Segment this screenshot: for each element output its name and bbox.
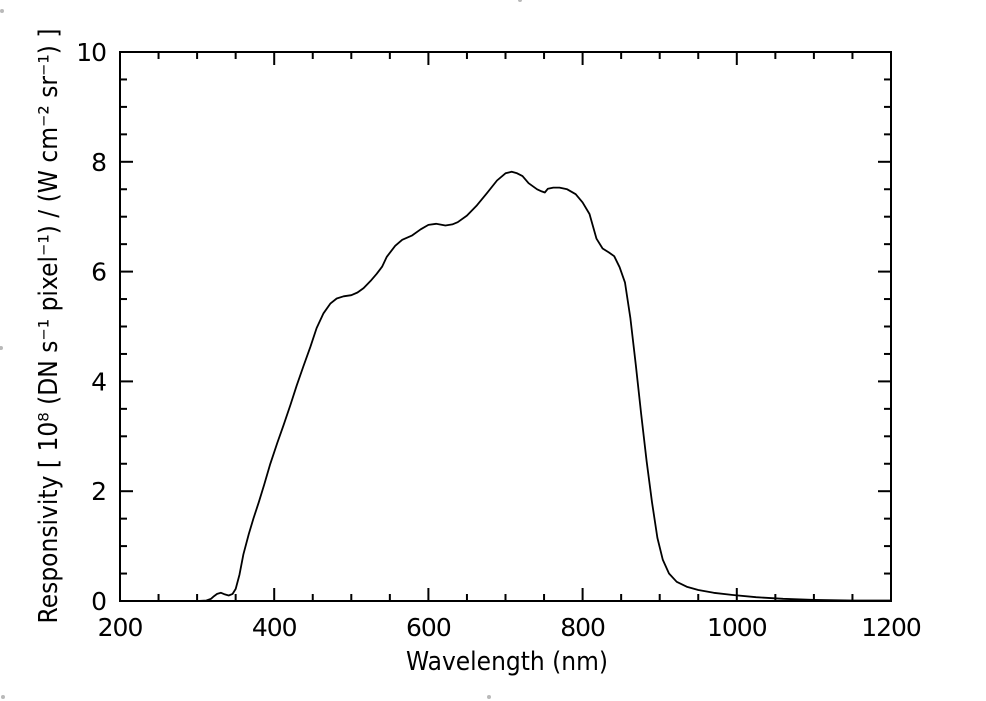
x-tick-label: 1200 xyxy=(861,613,921,642)
x-tick-label: 600 xyxy=(406,613,451,642)
y-tick-label: 8 xyxy=(91,148,106,177)
y-tick-label: 2 xyxy=(91,477,106,506)
x-tick-labels: 200 400 600 800 1000 1200 xyxy=(98,613,922,642)
plot-frame xyxy=(119,51,892,602)
y-tick-label: 10 xyxy=(76,38,106,67)
y-tick-label: 6 xyxy=(91,258,106,287)
x-tick-label: 1000 xyxy=(707,613,767,642)
y-tick-labels: 0 2 4 6 8 10 xyxy=(76,38,107,616)
screen-artifact-dot xyxy=(0,346,3,350)
screen-artifact-dot xyxy=(0,9,4,13)
x-tick-label: 400 xyxy=(252,613,297,642)
x-tick-label: 200 xyxy=(98,613,143,642)
screen-artifact-dot xyxy=(518,0,522,2)
screen-artifact-dots xyxy=(0,0,522,699)
y-axis-title: Responsivity [ 10⁸ (DN s⁻¹ pixel⁻¹) / (W… xyxy=(34,29,64,624)
responsivity-curve xyxy=(196,170,892,602)
screen-artifact-dot xyxy=(487,695,491,699)
y-tick-label: 4 xyxy=(91,367,106,396)
screen-artifact-dot xyxy=(1,695,5,699)
y-tick-label: 0 xyxy=(91,587,106,616)
axis-ticks xyxy=(119,51,892,602)
x-tick-label: 800 xyxy=(560,613,605,642)
x-axis-title: Wavelength (nm) xyxy=(406,647,608,677)
